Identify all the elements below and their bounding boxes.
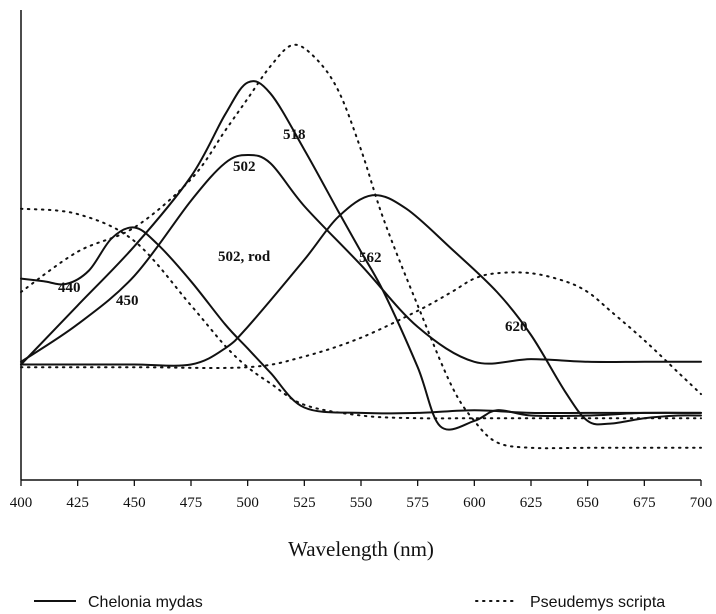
series-layer <box>20 43 702 450</box>
x-tick-label-475: 475 <box>180 495 203 511</box>
series-line-chelonia-mydas-450 <box>20 80 702 431</box>
x-tick-label-425: 425 <box>66 495 89 511</box>
peak-label-502: 502 <box>233 159 256 175</box>
x-tick-label-525: 525 <box>293 495 316 511</box>
legend-label-pseudemys-scripta: Pseudemys scripta <box>530 594 665 611</box>
x-tick-label-575: 575 <box>406 495 429 511</box>
x-tick-label-400: 400 <box>10 495 33 511</box>
x-tick-label-650: 650 <box>576 495 599 511</box>
peak-label-502-rod: 502, rod <box>218 249 271 265</box>
series-line-chelonia-mydas-502 <box>20 153 702 365</box>
series-line-pseudemys-scripta-518 <box>20 43 702 450</box>
x-tick-label-600: 600 <box>463 495 486 511</box>
series-line-chelonia-mydas-562 <box>20 194 702 426</box>
x-tick-label-700: 700 <box>690 495 713 511</box>
x-tick-labels: 400 425 450 475 500 525 550 575 600 625 650 675 700 <box>10 495 713 511</box>
series-line-pseudemys-scripta-620 <box>20 271 702 396</box>
peak-labels: 440 450 502 502, rod 518 562 620 <box>58 127 528 335</box>
legend-label-chelonia-mydas: Chelonia mydas <box>88 594 203 611</box>
x-tick-label-625: 625 <box>520 495 543 511</box>
peak-label-620: 620 <box>505 319 528 335</box>
x-axis-title: Wavelength (nm) <box>288 537 434 561</box>
peak-label-450: 450 <box>116 293 139 309</box>
x-tick-label-500: 500 <box>236 495 259 511</box>
series-line-pseudemys-scripta-502 <box>20 207 702 420</box>
series-line-chelonia-mydas-440 <box>20 226 702 415</box>
x-tick-label-675: 675 <box>633 495 656 511</box>
x-ticks <box>20 480 702 486</box>
peak-label-518: 518 <box>283 127 306 143</box>
x-tick-label-550: 550 <box>350 495 373 511</box>
legend: Chelonia mydas Pseudemys scripta <box>34 594 665 611</box>
peak-label-440: 440 <box>58 280 81 296</box>
x-tick-label-450: 450 <box>123 495 146 511</box>
peak-label-562: 562 <box>359 250 382 266</box>
axes <box>20 10 701 481</box>
